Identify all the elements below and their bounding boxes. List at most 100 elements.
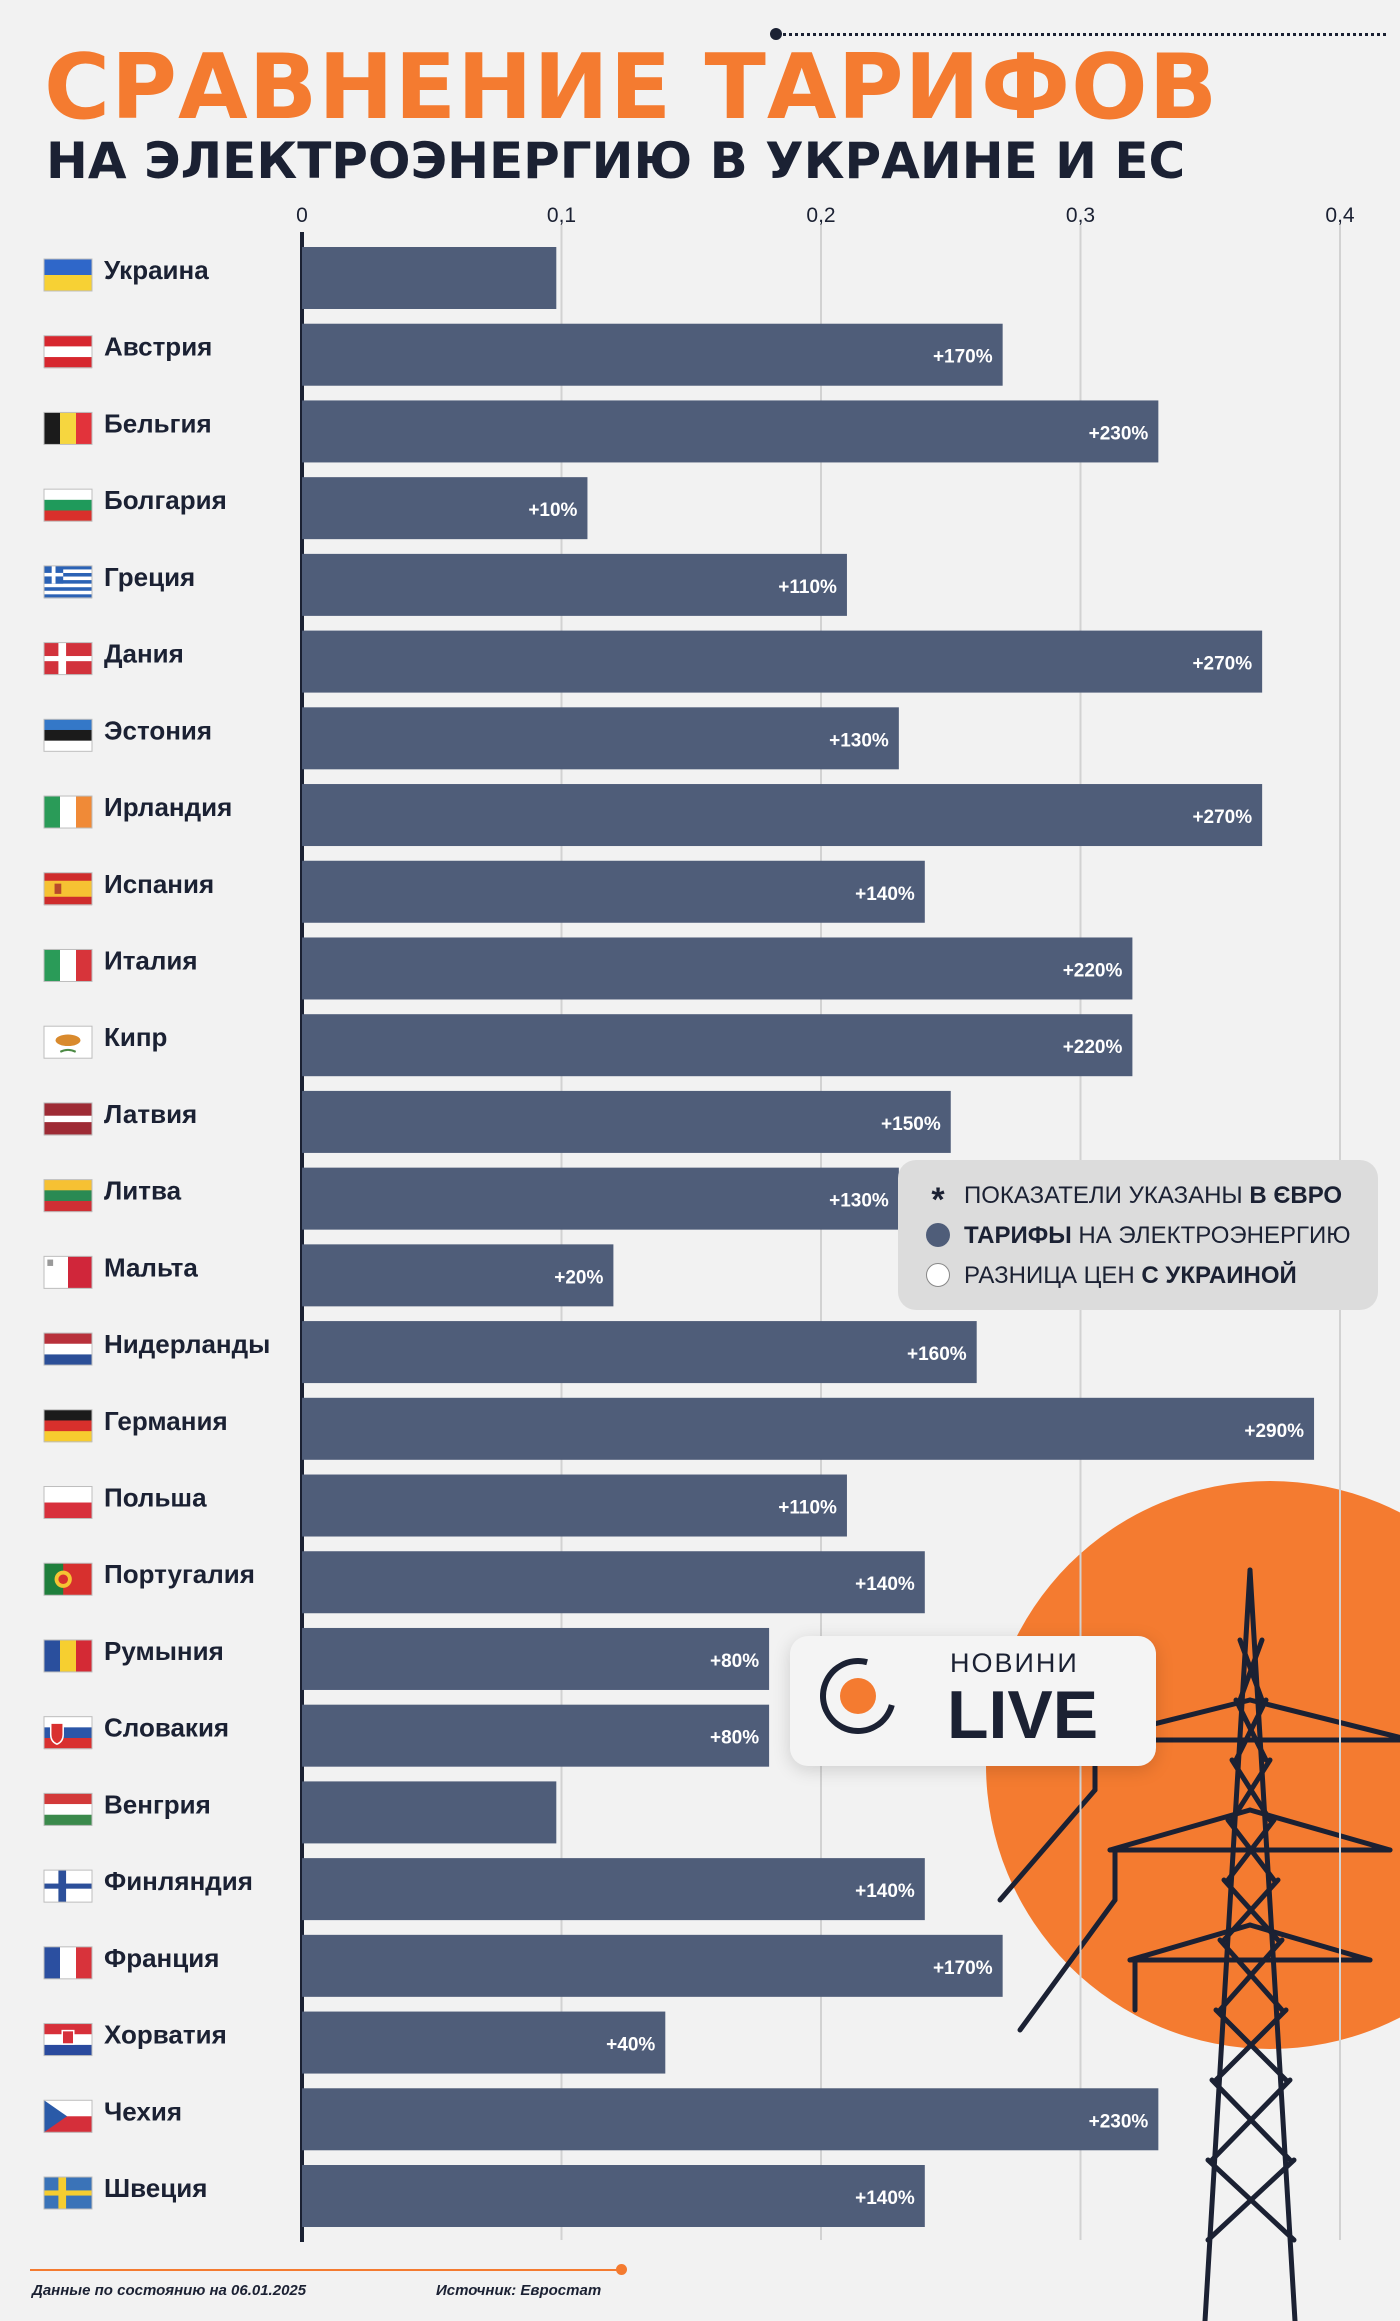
country-label: Румыния (104, 1636, 224, 1666)
bar (302, 630, 1263, 693)
legend-currency-text: ПОКАЗАТЕЛИ УКАЗАНЫ (964, 1182, 1250, 1209)
flag-malta-icon (43, 1255, 93, 1289)
flag-spain-icon (43, 872, 93, 906)
country-label: Австрия (104, 332, 212, 362)
bar (302, 1551, 925, 1614)
difference-label: +160% (907, 1344, 967, 1365)
flag-greece-icon (43, 565, 93, 599)
difference-label: +80% (710, 1651, 759, 1672)
bar (302, 2165, 925, 2227)
sun-circle (986, 1481, 1400, 2049)
bar (302, 1474, 847, 1537)
difference-label: +230% (1089, 423, 1149, 444)
bar (302, 1704, 770, 1767)
difference-label: +140% (855, 1574, 915, 1595)
flag-italy-icon (43, 948, 93, 982)
difference-label: +170% (933, 1958, 993, 1979)
flag-czechia-icon (43, 2099, 93, 2133)
flag-sweden-icon (43, 2176, 93, 2210)
country-label: Венгрия (104, 1789, 211, 1819)
bar (302, 2011, 666, 2074)
flag-slovakia-icon (43, 1716, 93, 1750)
legend-tariffs: ТАРИФЫ НА ЭЛЕКТРОЭНЕРГИЮ (926, 1222, 1350, 1250)
top-dot (770, 28, 782, 40)
country-label: Болгария (104, 485, 227, 515)
country-label: Словакия (104, 1713, 229, 1743)
difference-label: +20% (554, 1267, 603, 1288)
country-label: Швеция (104, 2173, 207, 2203)
country-label: Польша (104, 1483, 207, 1513)
difference-label: +150% (881, 1114, 941, 1135)
difference-label: +290% (1244, 1421, 1304, 1442)
legend-tariffs-bold: ТАРИФЫ (964, 1222, 1072, 1249)
bar (302, 247, 557, 309)
difference-label: +80% (710, 1728, 759, 1749)
legend-difference: РАЗНИЦА ЦЕН С УКРАИНОЙ (926, 1262, 1297, 1290)
country-label: Ирландия (104, 792, 232, 822)
difference-label: +130% (829, 1191, 889, 1212)
bar (302, 1090, 951, 1153)
difference-label: +10% (528, 500, 577, 521)
country-label: Италия (104, 945, 198, 975)
flag-latvia-icon (43, 1102, 93, 1136)
bar (302, 1244, 614, 1307)
flag-germany-icon (43, 1409, 93, 1443)
country-label: Кипр (104, 1022, 167, 1052)
flag-portugal-icon (43, 1562, 93, 1596)
country-label: Финляндия (104, 1866, 253, 1896)
flag-estonia-icon (43, 718, 93, 752)
country-label: Нидерланды (104, 1329, 270, 1359)
bar (302, 477, 588, 540)
footer-line (30, 2269, 620, 2271)
country-label: Дания (104, 639, 184, 669)
flag-austria-icon (43, 335, 93, 369)
flag-ireland-icon (43, 795, 93, 829)
legend-tariffs-text: НА ЭЛЕКТРОЭНЕРГИЮ (1071, 1222, 1351, 1249)
tariff-dot-icon (926, 1223, 950, 1247)
country-label: Чехия (104, 2096, 182, 2126)
difference-label: +140% (855, 2188, 915, 2209)
asterisk-icon: * (931, 1181, 945, 1219)
difference-label: +140% (855, 884, 915, 905)
flag-denmark-icon (43, 642, 93, 676)
bar (302, 400, 1159, 463)
legend-difference-text: РАЗНИЦА ЦЕН (964, 1262, 1142, 1289)
country-label: Франция (104, 1943, 219, 1973)
flag-romania-icon (43, 1639, 93, 1673)
difference-label: +220% (1063, 960, 1123, 981)
difference-label: +110% (778, 577, 837, 598)
legend-difference-bold: С УКРАИНОЙ (1141, 1262, 1297, 1289)
country-label: Бельгия (104, 408, 212, 438)
bar (302, 1781, 557, 1844)
logo-small-text: НОВИНИ (950, 1648, 1079, 1678)
bar (302, 1014, 1133, 1077)
flag-belgium-icon (43, 411, 93, 445)
logo-big-text: LIVE (947, 1677, 1099, 1753)
flag-france-icon (43, 1946, 93, 1980)
bar (302, 937, 1133, 1000)
flag-netherlands-icon (43, 1332, 93, 1366)
country-label: Украина (104, 255, 209, 285)
flag-poland-icon (43, 1486, 93, 1520)
bar (302, 860, 925, 923)
bar (302, 784, 1263, 847)
flag-ukraine-icon (43, 258, 93, 292)
bar (302, 1627, 770, 1690)
country-label: Хорватия (104, 2020, 227, 2050)
country-label: Испания (104, 869, 214, 899)
bar (302, 1934, 1003, 1997)
bar (302, 1167, 899, 1230)
flag-cyprus-icon (43, 1025, 93, 1059)
power-tower-icon (997, 1567, 1400, 2321)
legend-currency-bold: В ЄВРО (1249, 1182, 1343, 1209)
flag-bulgaria-icon (43, 488, 93, 522)
logo-dot-icon (840, 1678, 876, 1714)
flag-croatia-icon (43, 2023, 93, 2057)
x-tick-label: 0 (296, 204, 308, 227)
difference-label: +130% (829, 730, 889, 751)
difference-dot-icon (926, 1263, 950, 1287)
novyny-live-logo: НОВИНИ LIVE (790, 1636, 1156, 1766)
footer-source: Источник: Евростат (436, 2282, 602, 2299)
x-tick-label: 0,2 (806, 204, 835, 227)
